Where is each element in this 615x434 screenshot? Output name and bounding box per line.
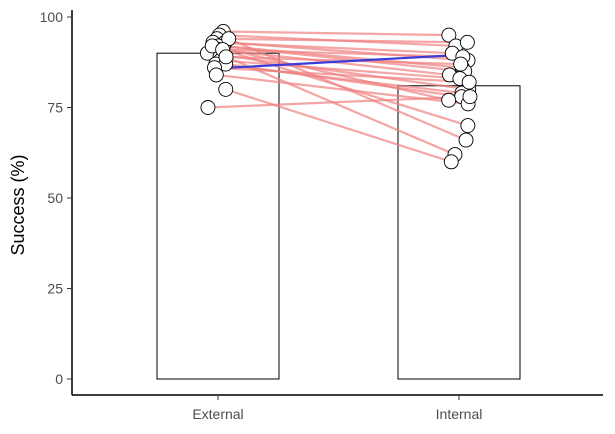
mean-line bbox=[229, 53, 460, 69]
bar-internal bbox=[397, 85, 521, 380]
pair-line bbox=[220, 59, 460, 80]
bar-external bbox=[156, 52, 280, 380]
point-internal bbox=[459, 34, 475, 50]
x-tick-label: External bbox=[192, 406, 243, 422]
x-tick-label: Internal bbox=[436, 406, 483, 422]
point-internal bbox=[458, 132, 474, 148]
y-axis-title: Success (%) bbox=[8, 154, 28, 255]
points-layer bbox=[199, 24, 478, 170]
point-internal bbox=[453, 56, 469, 72]
point-external bbox=[208, 67, 224, 83]
y-tick-label: 75 bbox=[47, 100, 63, 116]
pair-line bbox=[225, 88, 452, 163]
point-internal bbox=[462, 89, 478, 105]
point-internal bbox=[460, 118, 476, 134]
y-tick-label: 0 bbox=[55, 371, 63, 387]
point-internal bbox=[461, 74, 477, 90]
pair-line bbox=[216, 37, 468, 44]
y-tick-label: 100 bbox=[40, 9, 64, 25]
mean-line-layer bbox=[229, 53, 460, 69]
point-internal bbox=[441, 27, 457, 43]
point-external bbox=[218, 49, 234, 65]
pair-line bbox=[223, 30, 449, 37]
pair-line bbox=[222, 48, 469, 127]
point-internal bbox=[443, 154, 459, 170]
x-ticks: External Internal bbox=[192, 395, 482, 422]
y-ticks: 0 25 50 75 100 bbox=[40, 9, 72, 387]
point-external bbox=[200, 100, 216, 115]
pair-line bbox=[207, 95, 471, 109]
y-tick-label: 50 bbox=[47, 190, 63, 206]
y-tick-label: 25 bbox=[47, 281, 63, 297]
point-internal bbox=[441, 92, 457, 108]
point-external bbox=[218, 81, 234, 97]
pair-line bbox=[225, 55, 456, 156]
pair-line bbox=[211, 44, 449, 102]
